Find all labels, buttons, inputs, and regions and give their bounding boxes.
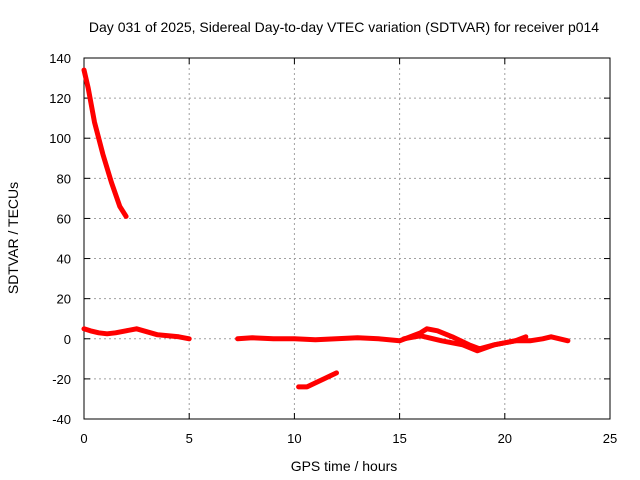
x-tick-label: 0 <box>80 431 87 446</box>
tick-marks <box>83 57 611 420</box>
x-tick-label: 10 <box>287 431 301 446</box>
grid-lines <box>84 58 610 419</box>
series-segment-2 <box>81 326 192 342</box>
y-tick-label: 80 <box>57 171 71 186</box>
x-tick-label: 20 <box>498 431 512 446</box>
series-segment-1 <box>81 67 129 219</box>
series-segment-3 <box>235 326 529 352</box>
series-segment-5 <box>296 370 339 390</box>
y-tick-label: -20 <box>52 372 71 387</box>
y-tick-label: -40 <box>52 412 71 427</box>
data-series <box>81 67 571 390</box>
y-axis-label: SDTVAR / TECUs <box>5 182 21 294</box>
y-tick-label: 40 <box>57 252 71 267</box>
x-tick-label: 25 <box>603 431 617 446</box>
plot-frame <box>83 57 611 420</box>
x-axis-label: GPS time / hours <box>291 458 398 474</box>
series-segment-4 <box>401 333 571 354</box>
y-tick-label: 120 <box>49 91 71 106</box>
y-tick-label: 0 <box>64 332 71 347</box>
y-tick-label: 140 <box>49 51 71 66</box>
y-tick-labels: -40 -20 0 20 40 60 80 100 120 140 <box>49 51 71 427</box>
y-tick-label: 60 <box>57 211 71 226</box>
y-tick-label: 100 <box>49 131 71 146</box>
x-tick-label: 15 <box>392 431 406 446</box>
y-tick-label: 20 <box>57 292 71 307</box>
x-tick-labels: 0 5 10 15 20 25 <box>80 431 617 446</box>
x-tick-label: 5 <box>186 431 193 446</box>
chart-title: Day 031 of 2025, Sidereal Day-to-day VTE… <box>89 19 599 35</box>
